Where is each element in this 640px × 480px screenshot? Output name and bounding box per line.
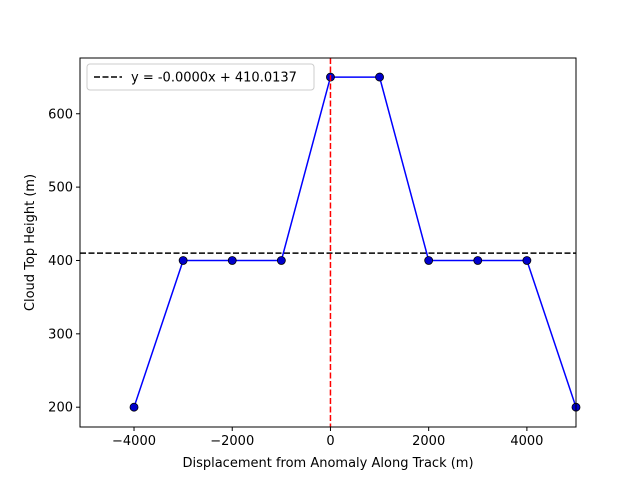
x-tick-label: −4000 [112, 434, 156, 449]
y-tick-label: 500 [48, 181, 73, 196]
y-axis-label: Cloud Top Height (m) [23, 174, 38, 311]
x-tick-label: 2000 [412, 434, 445, 449]
plot-frame [79, 57, 577, 428]
data-point [129, 402, 139, 412]
x-tick-label: −2000 [210, 434, 254, 449]
y-tick-label: 400 [48, 254, 73, 269]
legend-box [86, 63, 315, 91]
data-point [424, 256, 434, 265]
data-point [178, 256, 188, 265]
x-axis-label: Displacement from Anomaly Along Track (m… [182, 456, 473, 471]
data-point [276, 256, 286, 265]
legend-fit-label: y = -0.0000x + 410.0137 [131, 71, 297, 86]
data-point [473, 256, 483, 265]
x-tick-label: 0 [326, 434, 334, 449]
data-point [522, 256, 532, 265]
x-tick-label: 4000 [510, 434, 543, 449]
y-axis: 200 300 400 500 600 [48, 107, 80, 416]
data-point [227, 256, 237, 265]
x-axis: −4000 −2000 0 2000 4000 [112, 427, 543, 449]
data-point [375, 72, 384, 82]
legend: y = -0.0000x + 410.0137 [86, 63, 315, 91]
y-tick-label: 600 [48, 107, 73, 122]
y-tick-label: 200 [48, 401, 73, 416]
series-line [133, 76, 576, 408]
y-tick-label: 300 [48, 327, 73, 342]
plot-background [80, 58, 576, 427]
